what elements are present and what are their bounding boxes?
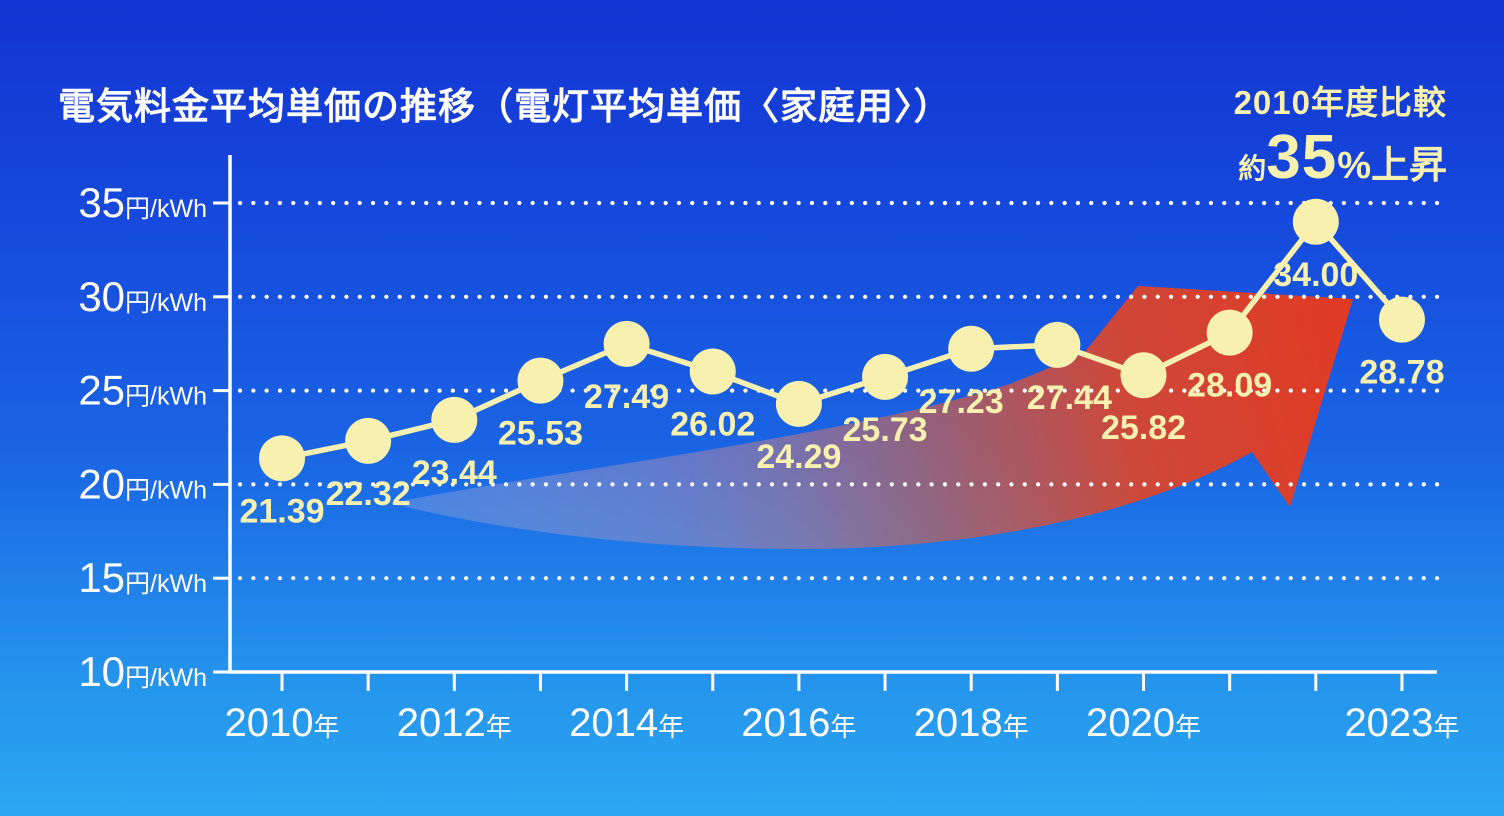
- x-tick-label: 2016年: [741, 701, 856, 745]
- data-point-marker: [689, 348, 736, 395]
- badge-comparison-label: 2010年度比較: [1233, 84, 1447, 121]
- gridlines-group: [237, 200, 1441, 581]
- data-point-label: 24.29: [756, 438, 841, 476]
- data-point-label: 21.39: [239, 492, 324, 530]
- y-tick-label: 25円/kWh: [78, 367, 207, 414]
- x-tick-label: 2012年: [397, 701, 512, 745]
- x-tick-label: 2020年: [1086, 701, 1201, 745]
- trend-arrow: [390, 286, 1353, 550]
- y-tick-label: 10円/kWh: [78, 648, 207, 695]
- badge-comparison-value: 約35%上昇: [1234, 126, 1447, 206]
- data-point-label: 25.53: [498, 415, 583, 453]
- data-point-marker: [1206, 309, 1253, 356]
- ticks-group: 35円/kWh 30円/kWh 25円/kWh 20円/kWh 15円/kWh 10円/k…: [78, 179, 1459, 745]
- x-tick-label: 2014年: [569, 701, 684, 745]
- data-point-marker: [1034, 321, 1081, 368]
- data-point-label: 25.73: [843, 411, 928, 449]
- data-point-label: 34.00: [1273, 256, 1358, 294]
- data-point-marker: [1292, 198, 1339, 245]
- data-point-marker: [603, 320, 650, 367]
- data-point-label: 28.78: [1359, 354, 1444, 392]
- x-tick-label: 2010年: [225, 701, 340, 745]
- data-point-marker: [259, 435, 305, 482]
- badge-percent-value: 35: [1266, 123, 1338, 192]
- data-point-marker: [431, 396, 478, 443]
- data-point-marker: [517, 357, 564, 404]
- data-point-marker: [1378, 296, 1425, 343]
- data-point-label: 28.09: [1187, 367, 1272, 405]
- x-tick-label: 2023年: [1344, 701, 1459, 745]
- data-point-label: 25.82: [1101, 409, 1186, 447]
- x-tick-label: 2018年: [914, 701, 1029, 745]
- chart-title: 電気料金平均単価の推移（電灯平均単価〈家庭用〉）: [58, 86, 952, 127]
- data-point-marker: [862, 353, 909, 400]
- data-point-label: 22.32: [326, 475, 411, 513]
- point-labels-group: 21.39 22.3223.4425.5327.4926.0224.2925.73…: [239, 256, 1444, 531]
- badge-percent-suffix: %上昇: [1337, 145, 1447, 187]
- data-point-label: 27.23: [919, 383, 1004, 421]
- badge-approx-prefix: 約: [1238, 153, 1267, 184]
- data-point-label: 23.44: [412, 454, 497, 492]
- data-point-label: 26.02: [670, 405, 755, 443]
- data-point-marker: [948, 325, 995, 372]
- data-point-marker: [1120, 352, 1167, 399]
- comparison-badge: 2010年度比較 約35%上昇: [1234, 76, 1447, 206]
- data-point-marker: [775, 380, 822, 427]
- y-tick-label: 20円/kWh: [78, 460, 207, 507]
- data-point-marker: [345, 417, 392, 464]
- data-point-label: 27.44: [1027, 379, 1112, 417]
- data-point-label: 27.49: [584, 378, 669, 416]
- y-tick-label: 35円/kWh: [78, 179, 207, 226]
- series-group: [259, 198, 1425, 482]
- y-tick-label: 15円/kWh: [78, 554, 207, 601]
- y-tick-label: 30円/kWh: [78, 273, 207, 320]
